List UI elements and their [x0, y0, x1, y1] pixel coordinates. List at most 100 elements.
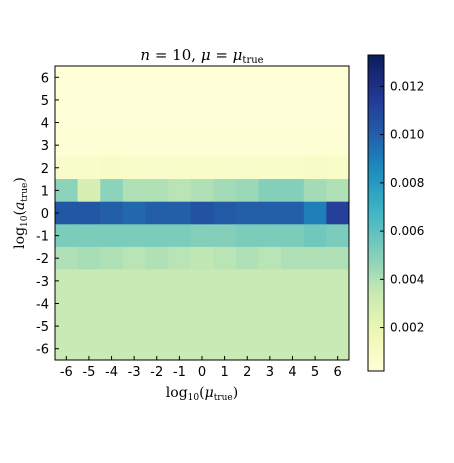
heatmap-cell: [168, 111, 192, 135]
heatmap-cell: [55, 314, 79, 338]
heatmap-cell: [168, 156, 192, 180]
heatmap-cell: [55, 66, 79, 90]
heatmap-cell: [77, 314, 101, 338]
heatmap-cell: [235, 88, 260, 112]
heatmap-cell: [55, 156, 79, 180]
heatmap-cell: [326, 179, 350, 203]
heatmap-cell: [303, 88, 327, 112]
y-tick-label: 5: [41, 94, 49, 109]
colorbar-tick-label: 0.004: [390, 272, 424, 286]
heatmap-cell: [213, 314, 237, 338]
colorbar-ticks: 0.002 0.004 0.006 0.008 0.010 0.012: [380, 79, 424, 335]
x-tick-label: -3: [128, 365, 141, 380]
heatmap-cell: [100, 133, 124, 157]
y-axis-ticks: -6 -5 -4 -3 -2 -1 0 1 2 3 4 5 6: [36, 71, 59, 358]
heatmap-cell: [303, 246, 327, 271]
heatmap-cell: [235, 201, 260, 225]
heatmap-cell: [190, 292, 214, 316]
heatmap-cell: [100, 224, 124, 248]
y-tick-label: 2: [41, 162, 49, 177]
heatmap-cell: [281, 201, 305, 225]
colorbar-tick-label: 0.008: [390, 176, 424, 190]
heatmap-cell: [281, 292, 305, 316]
heatmap-cell: [122, 224, 146, 248]
heatmap-cell: [77, 269, 101, 293]
heatmap-cell: [145, 179, 169, 203]
heatmap-cell: [281, 88, 305, 112]
heatmap-cell: [190, 88, 214, 112]
x-tick-label: 3: [266, 365, 274, 380]
heatmap-cell: [190, 224, 214, 248]
heatmap-cell: [326, 314, 350, 338]
heatmap-cell: [122, 201, 146, 225]
heatmap-cell: [303, 179, 327, 203]
heatmap-cell: [235, 314, 260, 338]
heatmap-cell: [303, 111, 327, 135]
heatmap-cell: [213, 246, 237, 271]
heatmap-cell: [122, 133, 146, 157]
heatmap-cell: [258, 179, 282, 203]
heatmap-cell: [77, 224, 101, 248]
heatmap-cell: [258, 224, 282, 248]
heatmap-cell: [100, 156, 124, 180]
y-tick-label: 3: [41, 139, 49, 154]
heatmap-cell: [303, 292, 327, 316]
y-tick-label: 1: [41, 184, 49, 199]
heatmap-cell: [122, 156, 146, 180]
heatmap-cell: [122, 88, 146, 112]
heatmap-cell: [303, 337, 327, 361]
heatmap-cell: [326, 269, 350, 293]
heatmap-cell: [303, 224, 327, 248]
heatmap-cell: [168, 269, 192, 293]
heatmap-cell: [213, 201, 237, 225]
heatmap-cell: [122, 66, 146, 90]
heatmap-cell: [145, 337, 169, 361]
heatmap-cells: [55, 66, 350, 361]
heatmap-cell: [303, 269, 327, 293]
heatmap-cell: [145, 133, 169, 157]
heatmap-cell: [145, 314, 169, 338]
heatmap-cell: [281, 269, 305, 293]
heatmap-cell: [190, 201, 214, 225]
heatmap-cell: [213, 88, 237, 112]
heatmap-cell: [168, 201, 192, 225]
heatmap-cell: [190, 337, 214, 361]
heatmap-cell: [55, 224, 79, 248]
heatmap-cell: [326, 88, 350, 112]
heatmap-cell: [235, 337, 260, 361]
heatmap-cell: [190, 133, 214, 157]
heatmap-cell: [281, 111, 305, 135]
heatmap-cell: [55, 179, 79, 203]
heatmap-cell: [100, 337, 124, 361]
heatmap-cell: [168, 88, 192, 112]
heatmap-cell: [190, 66, 214, 90]
x-tick-label: -4: [105, 365, 118, 380]
heatmap-cell: [100, 292, 124, 316]
heatmap-cell: [190, 179, 214, 203]
heatmap-cell: [77, 133, 101, 157]
heatmap-cell: [145, 88, 169, 112]
heatmap-cell: [213, 337, 237, 361]
heatmap-cell: [145, 201, 169, 225]
x-tick-label: -5: [82, 365, 95, 380]
heatmap-cell: [168, 133, 192, 157]
x-tick-label: 5: [311, 365, 319, 380]
heatmap-cell: [100, 179, 124, 203]
heatmap-cell: [326, 337, 350, 361]
heatmap-cell: [281, 314, 305, 338]
heatmap-cell: [190, 314, 214, 338]
heatmap-cell: [258, 246, 282, 271]
heatmap-cell: [168, 246, 192, 271]
x-tick-label: 6: [334, 365, 342, 380]
heatmap-cell: [100, 66, 124, 90]
x-tick-label: -6: [60, 365, 73, 380]
heatmap-cell: [235, 246, 260, 271]
heatmap-cell: [77, 111, 101, 135]
heatmap-cell: [326, 246, 350, 271]
heatmap-cell: [281, 246, 305, 271]
y-tick-label: 6: [41, 71, 49, 86]
heatmap-cell: [145, 224, 169, 248]
heatmap-cell: [55, 88, 79, 112]
y-axis-label: log10(atrue): [12, 177, 30, 249]
